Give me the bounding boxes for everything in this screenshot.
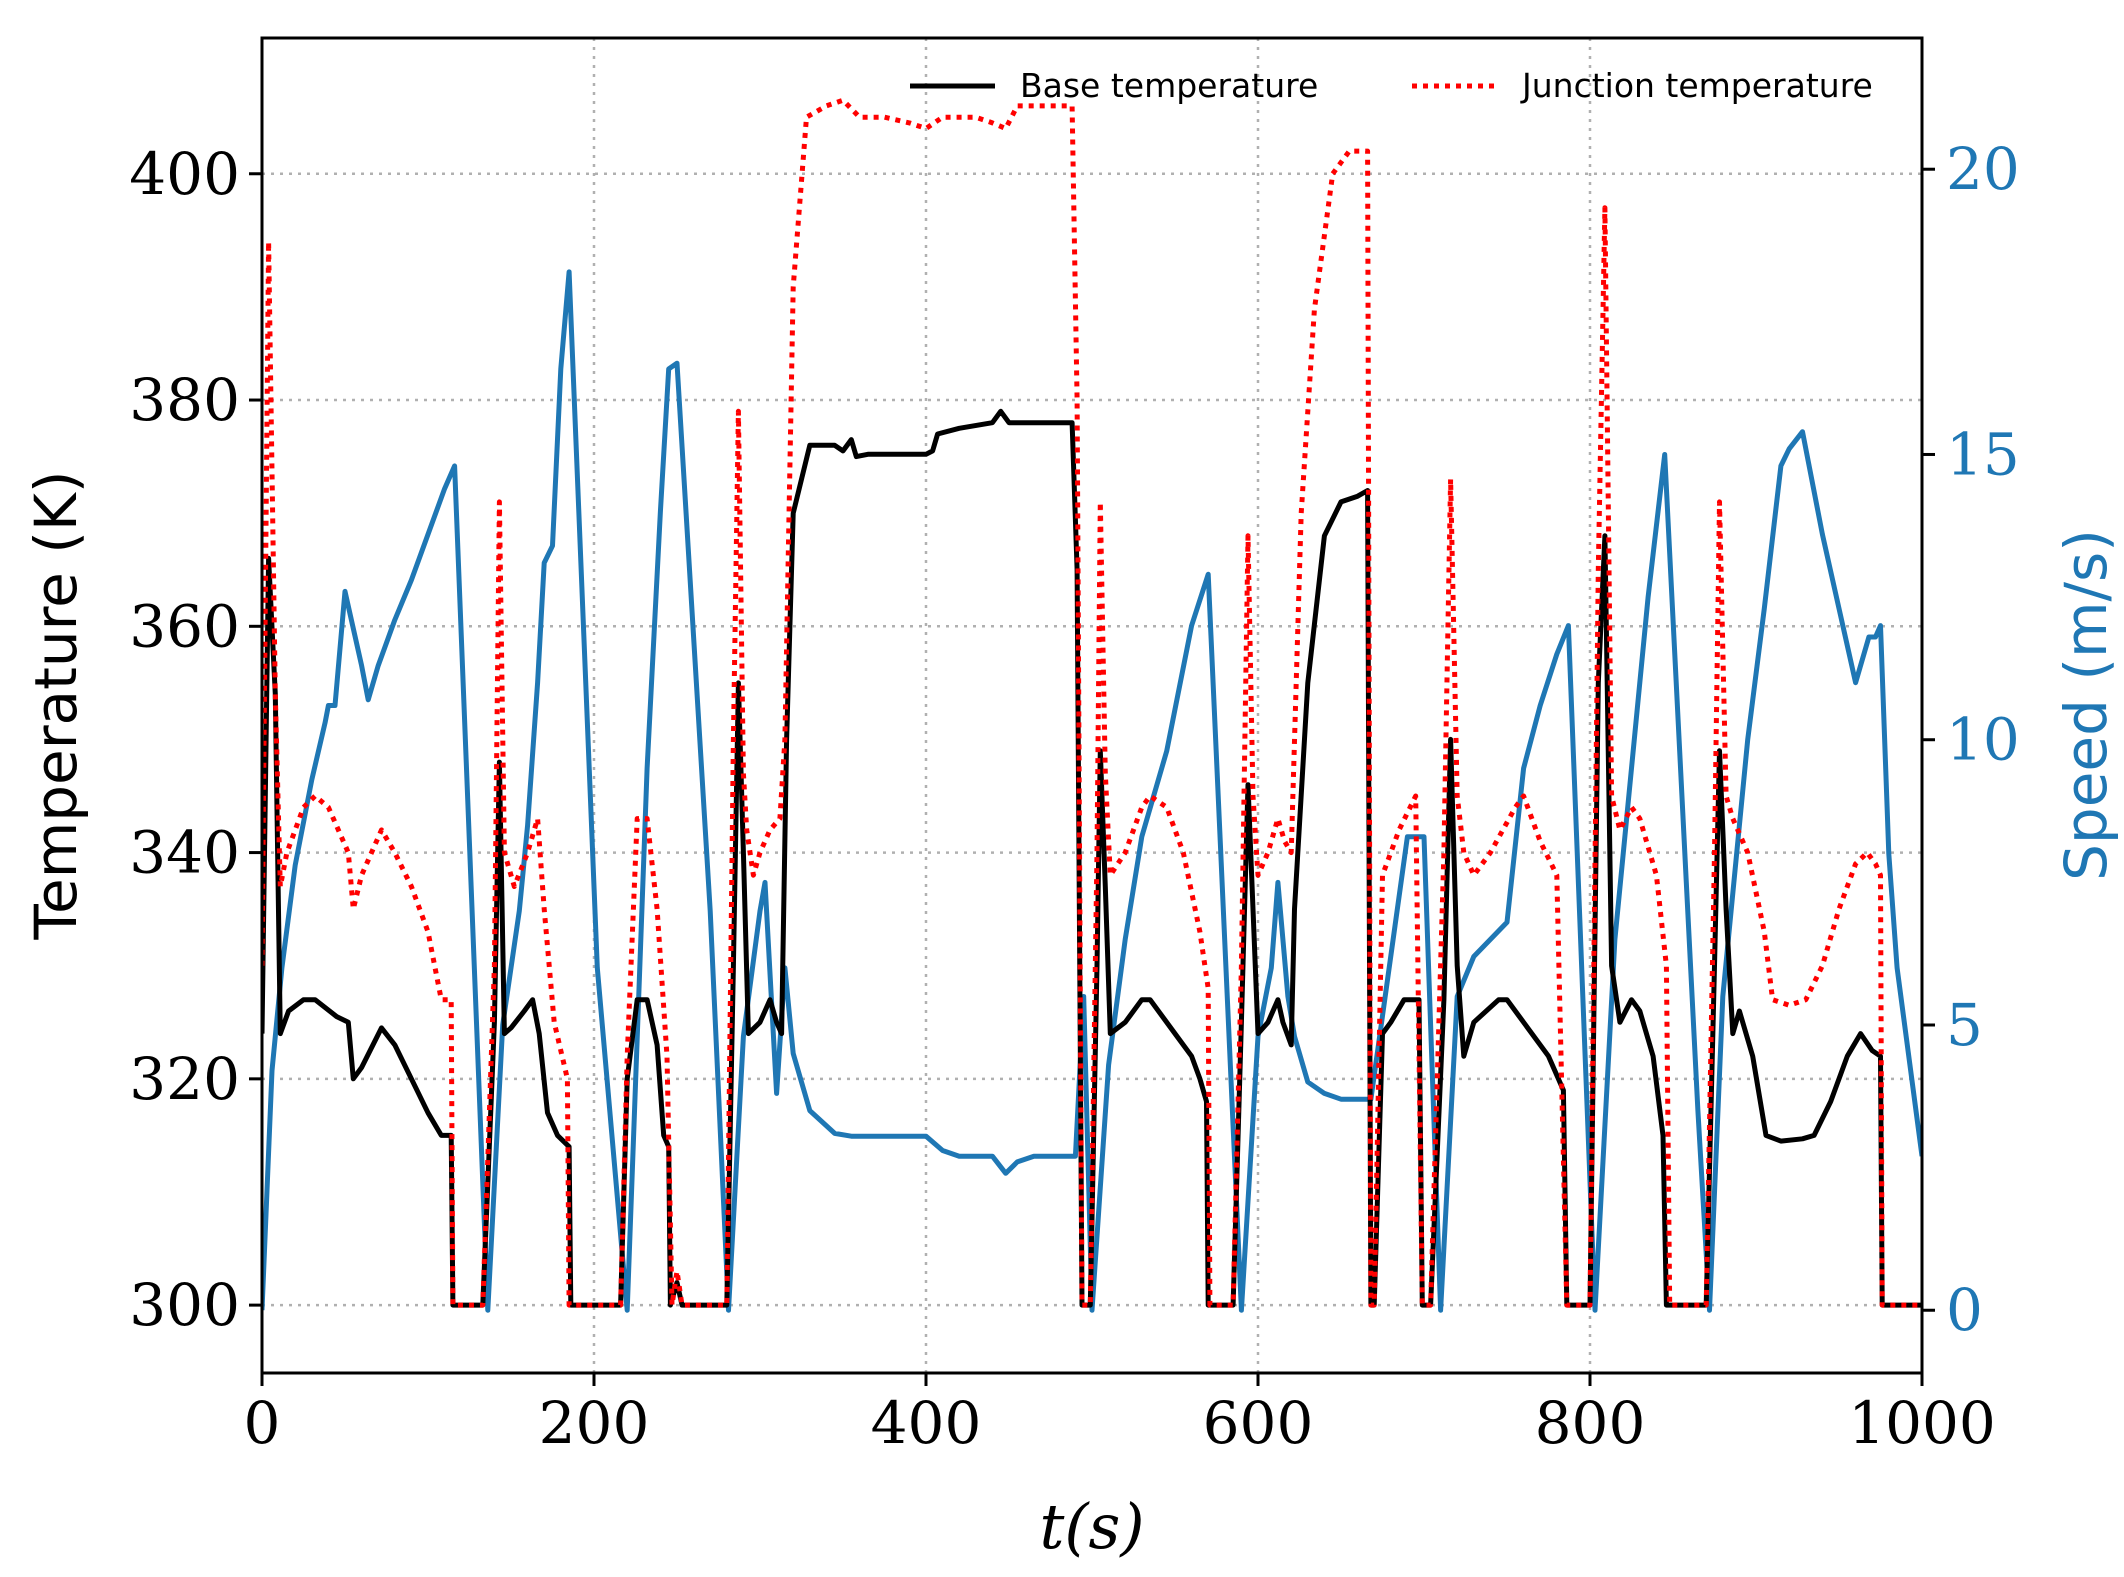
x-tick-label-0: 0 <box>244 1389 281 1457</box>
y-tick-label-340: 340 <box>129 819 240 887</box>
y2-tick-label-0: 0 <box>1946 1276 1983 1344</box>
y-tick-label-320: 320 <box>129 1045 240 1113</box>
x-axis-title: t(s) <box>1039 1490 1144 1563</box>
x-tick-label-600: 600 <box>1203 1389 1314 1457</box>
legend-label-junction-temperature: Junction temperature <box>1520 66 1873 105</box>
y-tick-label-360: 360 <box>129 592 240 660</box>
y2-axis-title: Speed (m/s) <box>2052 529 2120 881</box>
plot-frame <box>260 36 1924 1375</box>
y-tick-label-380: 380 <box>129 366 240 434</box>
y-tick-label-400: 400 <box>129 140 240 208</box>
series-line-base-temperature <box>262 408 1922 1308</box>
x-tick-label-1000: 1000 <box>1848 1389 1996 1457</box>
y2-tick-label-10: 10 <box>1946 706 2020 774</box>
x-tick-label-800: 800 <box>1535 1389 1646 1457</box>
series-line-junction-temperature <box>262 97 1922 1308</box>
y-axis-title: Temperature (K) <box>22 470 90 940</box>
plot-area <box>262 97 1922 1313</box>
series-line-speed <box>262 269 1922 1313</box>
y2-tick-label-20: 20 <box>1946 135 2020 203</box>
legend-label-base-temperature: Base temperature <box>1020 66 1318 105</box>
y2-tick-label-15: 15 <box>1946 420 2020 488</box>
y2-tick-label-5: 5 <box>1946 991 1983 1059</box>
legend: Base temperature Junction temperature <box>910 66 1873 105</box>
y-tick-label-300: 300 <box>129 1271 240 1339</box>
x-tick-label-200: 200 <box>539 1389 650 1457</box>
axes: 0 200 400 600 800 1000 300 320 340 360 380 400 0 5 10 1… <box>129 135 2020 1457</box>
x-tick-label-400: 400 <box>871 1389 982 1457</box>
